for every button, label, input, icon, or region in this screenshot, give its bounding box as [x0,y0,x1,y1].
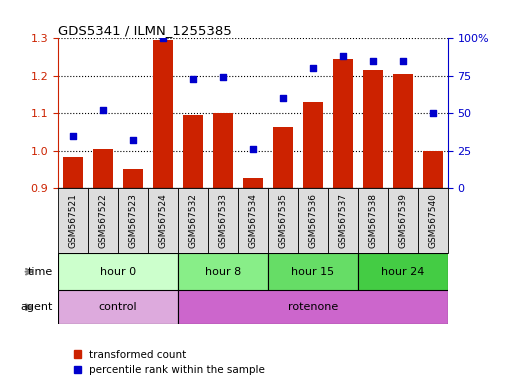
Point [248,146,257,152]
Text: GSM567524: GSM567524 [158,194,167,248]
Bar [183,115,203,188]
Bar [273,127,292,188]
Text: rotenone: rotenone [287,302,337,312]
FancyBboxPatch shape [357,253,447,290]
Point [398,58,406,64]
Text: hour 15: hour 15 [291,266,334,277]
FancyBboxPatch shape [58,188,88,253]
Bar [422,151,442,188]
Point [338,53,346,60]
Text: GSM567532: GSM567532 [188,194,197,248]
FancyBboxPatch shape [178,290,447,324]
Text: GSM567534: GSM567534 [248,194,257,248]
Text: control: control [98,302,137,312]
FancyBboxPatch shape [178,188,208,253]
FancyBboxPatch shape [297,188,327,253]
FancyBboxPatch shape [357,188,387,253]
Point [159,35,167,41]
Text: GSM567523: GSM567523 [128,194,137,248]
Point [129,137,137,143]
Text: agent: agent [21,302,53,312]
Legend: transformed count, percentile rank within the sample: transformed count, percentile rank withi… [73,350,265,375]
Bar [63,157,83,188]
FancyBboxPatch shape [178,253,268,290]
Text: GSM567522: GSM567522 [98,194,108,248]
Text: GSM567538: GSM567538 [368,194,377,248]
Point [189,76,197,82]
Text: GSM567539: GSM567539 [397,194,407,248]
FancyBboxPatch shape [88,188,118,253]
Point [99,107,107,113]
Bar [363,70,382,188]
FancyBboxPatch shape [387,188,417,253]
Text: GSM567540: GSM567540 [427,194,436,248]
FancyBboxPatch shape [58,290,178,324]
FancyBboxPatch shape [148,188,178,253]
Point [428,110,436,116]
Text: GDS5341 / ILMN_1255385: GDS5341 / ILMN_1255385 [58,24,231,37]
Text: GSM567537: GSM567537 [338,194,347,248]
Point [69,132,77,139]
Bar [213,113,232,188]
FancyBboxPatch shape [208,188,237,253]
Point [278,95,286,101]
FancyBboxPatch shape [268,188,297,253]
FancyBboxPatch shape [237,188,268,253]
Text: hour 0: hour 0 [100,266,136,277]
Point [368,58,376,64]
Bar [332,59,352,188]
Point [219,74,227,80]
Point [308,65,316,71]
FancyBboxPatch shape [58,253,178,290]
Text: hour 24: hour 24 [380,266,424,277]
Text: hour 8: hour 8 [205,266,241,277]
Text: GSM567533: GSM567533 [218,194,227,248]
FancyBboxPatch shape [417,188,447,253]
Bar [302,102,322,188]
Bar [243,178,262,188]
FancyBboxPatch shape [268,253,357,290]
Text: time: time [28,266,53,277]
Text: GSM567535: GSM567535 [278,194,287,248]
Text: GSM567521: GSM567521 [69,194,78,248]
FancyBboxPatch shape [327,188,357,253]
FancyBboxPatch shape [118,188,148,253]
Bar [153,40,173,188]
Bar [93,149,113,188]
Text: GSM567536: GSM567536 [308,194,317,248]
Bar [392,74,412,188]
Bar [123,169,142,188]
